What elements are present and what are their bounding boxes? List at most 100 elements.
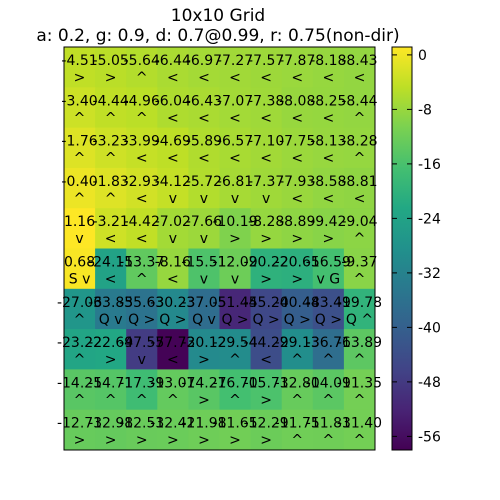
cell-value-label: -6.43: [186, 93, 222, 109]
heatmap-cell: [219, 329, 251, 370]
heatmap-cell: [157, 208, 189, 249]
heatmap-cell: [343, 167, 376, 209]
heatmap-cell: [157, 87, 189, 128]
cell-value-label: -14.09: [306, 375, 351, 391]
heatmap-cell: [157, 127, 189, 169]
cell-value-label: -11.35: [337, 375, 382, 391]
cell-value-label: -4.12: [155, 174, 191, 190]
heatmap-cell: [64, 47, 96, 88]
cell-value-label: -14.71: [88, 375, 133, 391]
cell-policy-label: ^: [105, 392, 117, 408]
cell-value-label: -9.42: [310, 214, 346, 230]
heatmap-cell: [312, 288, 345, 330]
heatmap-cell: [64, 409, 96, 451]
cell-policy-label: Q >: [128, 312, 155, 328]
cell-policy-label: <: [136, 191, 148, 207]
cell-value-label: -8.28: [341, 134, 377, 150]
cell-policy-label: Q v: [192, 312, 216, 328]
cell-value-label: -7.07: [217, 93, 253, 109]
cell-policy-label: >: [260, 231, 272, 247]
cell-value-label: -14.27: [181, 375, 226, 391]
cell-policy-label: <: [291, 110, 303, 126]
cell-value-label: -8.44: [341, 93, 377, 109]
cell-value-label: -7.10: [248, 134, 284, 150]
heatmap-cell: [250, 288, 283, 330]
heatmap-cell: [281, 288, 314, 330]
cell-value-label: -1.76: [61, 134, 97, 150]
heatmap-cell: [188, 329, 220, 370]
cell-value-label: -37.05: [181, 295, 226, 311]
heatmap-cell: [281, 248, 314, 290]
heatmap-cell: [95, 329, 127, 370]
cell-policy-label: Q >: [159, 312, 186, 328]
plot-frame: [63, 46, 376, 451]
cell-policy-label: >: [74, 433, 86, 449]
heatmap-cell: [64, 127, 96, 169]
heatmap-cell: [126, 47, 158, 88]
heatmap-cell: [64, 87, 96, 128]
cell-value-label: -20.65: [275, 255, 320, 271]
cell-policy-label: >: [260, 272, 272, 288]
cell-value-label: -8.58: [310, 174, 346, 190]
heatmap-cell: [95, 87, 127, 128]
cell-policy-label: ^: [354, 151, 366, 167]
heatmap-cell: [219, 127, 251, 169]
cell-value-label: -30.23: [150, 295, 195, 311]
cell-value-label: -12.53: [119, 416, 164, 432]
cell-value-label: -3.40: [61, 93, 97, 109]
cell-value-label: -13.37: [119, 255, 164, 271]
cell-policy-label: <: [322, 70, 334, 86]
colorbar-tick-label: -8: [418, 102, 432, 118]
cell-policy-label: ^: [354, 231, 366, 247]
cell-value-label: -7.27: [217, 53, 253, 69]
heatmap-cell: [250, 208, 283, 249]
heatmap-cell: [64, 369, 96, 411]
cell-policy-label: <: [229, 151, 241, 167]
cell-policy-label: Q >: [221, 312, 248, 328]
cell-policy-label: >: [198, 392, 210, 408]
cell-policy-label: ^: [229, 392, 241, 408]
cell-value-label: -8.13: [310, 134, 346, 150]
cell-policy-label: Q >: [253, 312, 280, 328]
cell-policy-label: ^: [74, 392, 86, 408]
cell-policy-label: >: [229, 231, 241, 247]
colorbar-tick-label: -48: [418, 375, 441, 391]
cell-value-label: -6.04: [155, 93, 191, 109]
cell-value-label: -7.57: [248, 53, 284, 69]
cell-value-label: -13.07: [150, 375, 195, 391]
cell-value-label: -7.02: [155, 214, 191, 230]
cell-value-label: -17.39: [119, 375, 164, 391]
cell-value-label: -12.29: [244, 416, 289, 432]
cell-value-label: -29.13: [275, 335, 320, 351]
heatmap-cell: [343, 329, 376, 370]
cell-policy-label: ^: [354, 272, 366, 288]
heatmap-cell: [343, 87, 376, 128]
heatmap-cell: [281, 47, 314, 88]
cell-value-label: -27.06: [57, 295, 102, 311]
heatmap-cell: [312, 127, 345, 169]
heatmap-cell: [250, 329, 283, 370]
heatmap-cell: [343, 369, 376, 411]
cell-value-label: -23.22: [57, 335, 102, 351]
cell-value-label: -8.43: [341, 53, 377, 69]
cell-policy-label: ^: [74, 110, 86, 126]
cell-policy-label: v: [200, 191, 208, 207]
cell-value-label: -7.93: [279, 174, 315, 190]
cell-policy-label: <: [291, 191, 303, 207]
heatmap-cell: [126, 288, 158, 330]
heatmap-cell: [343, 288, 376, 330]
heatmap-cell: [188, 47, 220, 88]
cell-value-label: -3.99: [124, 134, 160, 150]
heatmap-cell: [95, 248, 127, 290]
heatmap-cell: [281, 409, 314, 451]
colorbar-gradient: [391, 46, 413, 451]
cell-policy-label: <: [198, 110, 210, 126]
colorbar: 0 -8 -16 -24 -32 -40 -48 -56: [391, 46, 441, 451]
chart-subtitle: a: 0.2, g: 0.9, d: 0.7@0.99, r: 0.75(non…: [36, 26, 399, 46]
cell-value-label: -13.89: [337, 335, 382, 351]
heatmap-cell: [95, 288, 127, 330]
cell-value-label: -8.89: [279, 214, 315, 230]
cell-policy-label: >: [136, 433, 148, 449]
cell-value-label: -51.45: [212, 295, 257, 311]
colorbar-tick-label: -32: [418, 266, 441, 282]
